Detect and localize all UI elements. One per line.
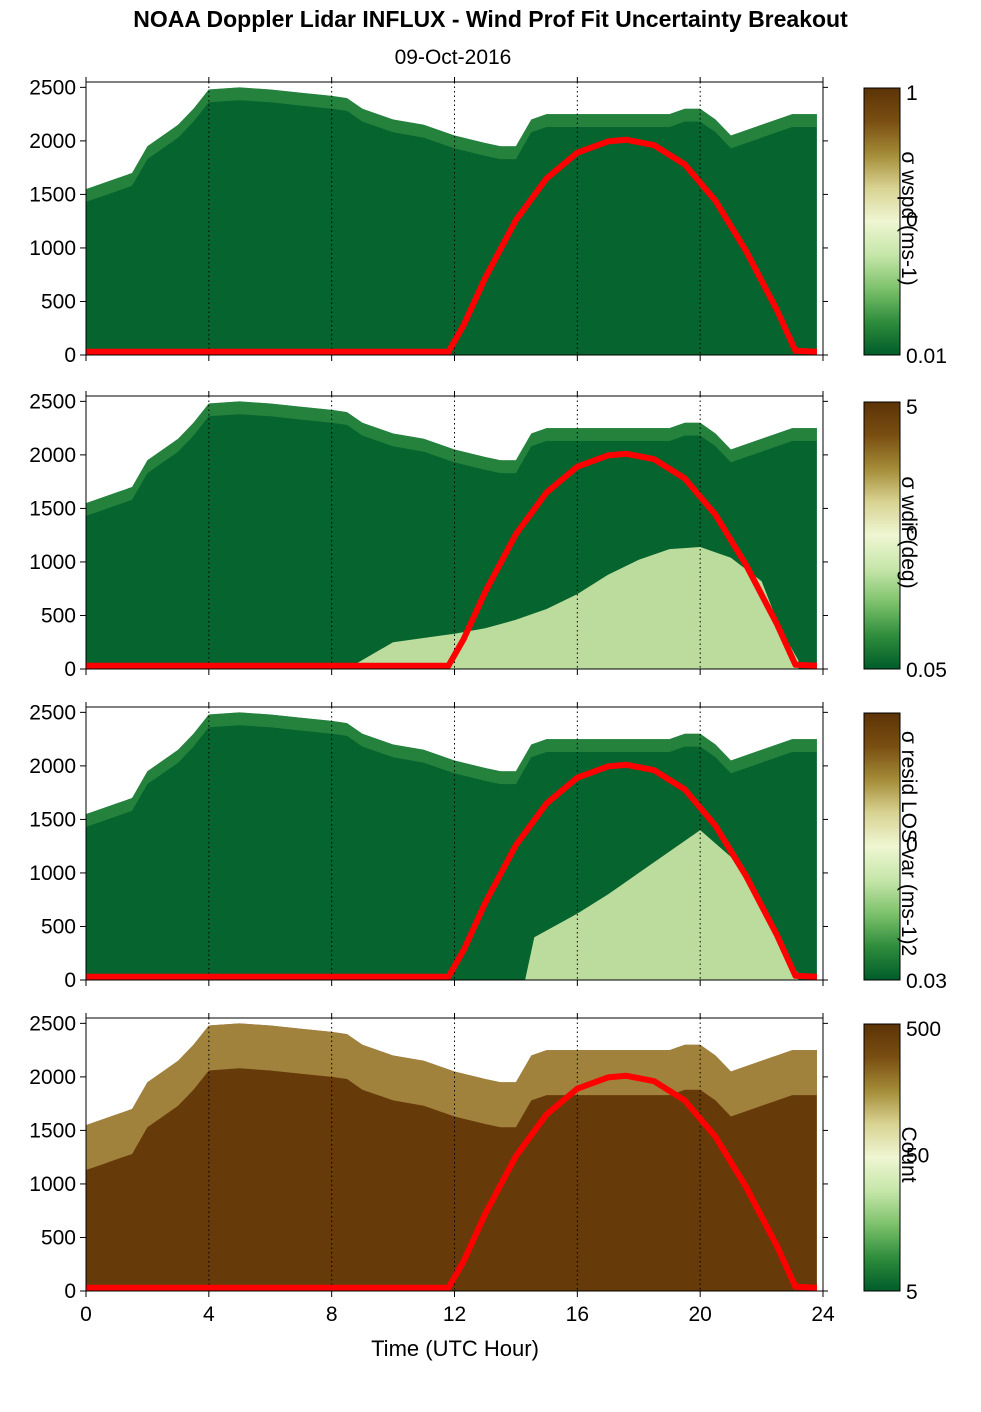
y-tick-label: 1000 (29, 862, 76, 885)
colorbar-tick-label: 0.01 (906, 345, 947, 368)
x-tick-label: 8 (326, 1303, 338, 1326)
data-fringe (86, 401, 817, 516)
overlay-line (86, 450, 818, 669)
overlay-line (86, 1072, 818, 1291)
colorbar-tick-label: 0 (906, 523, 918, 546)
x-tick-label: 0 (80, 1303, 92, 1326)
colorbar-label: σ wdir (deg) (897, 476, 920, 588)
y-tick-label: 500 (41, 290, 76, 313)
panel-wdir: 0 500 1000 1500 2000 2500 5 0 0.05 σ wdir (deg) (29, 390, 947, 682)
panel-wspd: 0 500 1000 1500 2000 2500 1 0 0.01 σ wspd (ms-1) (29, 76, 947, 368)
colorbar-label: σ wspd (ms-1) (897, 151, 920, 285)
y-tick-label: 2500 (29, 76, 76, 99)
overlay-line (86, 136, 818, 355)
y-tick-label: 2000 (29, 130, 76, 153)
low-layer-field (347, 547, 799, 669)
colorbar-label: σ resid LOS var (ms-1)2 (897, 731, 920, 956)
y-tick-label: 500 (41, 915, 76, 938)
colorbar-tick-label: 500 (906, 1018, 941, 1041)
page-title: NOAA Doppler Lidar INFLUX - Wind Prof Fi… (133, 6, 848, 32)
x-tick-label: 12 (443, 1303, 466, 1326)
colorbar-tick-label: 0 (906, 209, 918, 232)
data-fringe (86, 1023, 817, 1170)
y-tick-label: 0 (64, 344, 76, 367)
colorbar-tick-label: 1 (906, 82, 918, 105)
x-axis-label: Time (UTC Hour) (371, 1336, 539, 1361)
colorbar-tick-label: 0.03 (906, 970, 947, 993)
y-tick-label: 2000 (29, 755, 76, 778)
data-fringe (86, 712, 817, 827)
colorbar-tick-label: 0 (906, 834, 918, 857)
colorbar (863, 1023, 901, 1292)
y-tick-label: 1000 (29, 1173, 76, 1196)
x-tick-label: 16 (566, 1303, 589, 1326)
overlay-line (86, 761, 818, 980)
x-tick-label: 20 (688, 1303, 711, 1326)
y-tick-label: 0 (64, 969, 76, 992)
y-tick-label: 500 (41, 604, 76, 627)
data-fringe (86, 87, 817, 202)
y-tick-label: 2500 (29, 701, 76, 724)
y-tick-label: 2500 (29, 390, 76, 413)
low-layer-field (525, 830, 799, 980)
panel-resid: 0 500 1000 1500 2000 2500 0 0.03 σ resid LOS var… (29, 701, 947, 993)
colorbar-tick-label: 0.05 (906, 659, 947, 682)
data-field (86, 87, 817, 355)
colorbar (863, 401, 901, 670)
colorbar-tick-label: 5 (906, 1281, 918, 1304)
colorbar (863, 87, 901, 356)
y-tick-label: 1000 (29, 237, 76, 260)
y-tick-label: 1500 (29, 808, 76, 831)
y-tick-label: 1000 (29, 551, 76, 574)
colorbar (863, 712, 901, 981)
y-tick-label: 2000 (29, 444, 76, 467)
y-tick-label: 1500 (29, 497, 76, 520)
y-tick-label: 500 (41, 1226, 76, 1249)
y-tick-label: 1500 (29, 183, 76, 206)
y-tick-label: 2500 (29, 1012, 76, 1035)
colorbar-tick-label: 5 (906, 396, 918, 419)
y-tick-label: 1500 (29, 1119, 76, 1142)
colorbar-label: Count (897, 1126, 920, 1182)
y-tick-label: 0 (64, 658, 76, 681)
x-tick-label: 4 (203, 1303, 215, 1326)
colorbar-tick-label: 50 (906, 1145, 929, 1168)
page-subtitle: 09-Oct-2016 (394, 46, 512, 69)
x-tick-label: 24 (811, 1303, 835, 1326)
y-tick-label: 0 (64, 1280, 76, 1303)
panel-count: 0 500 1000 1500 2000 2500 0 4 8 12 16 20 24 500 50 5 Cou… (29, 1012, 941, 1326)
y-tick-label: 2000 (29, 1066, 76, 1089)
